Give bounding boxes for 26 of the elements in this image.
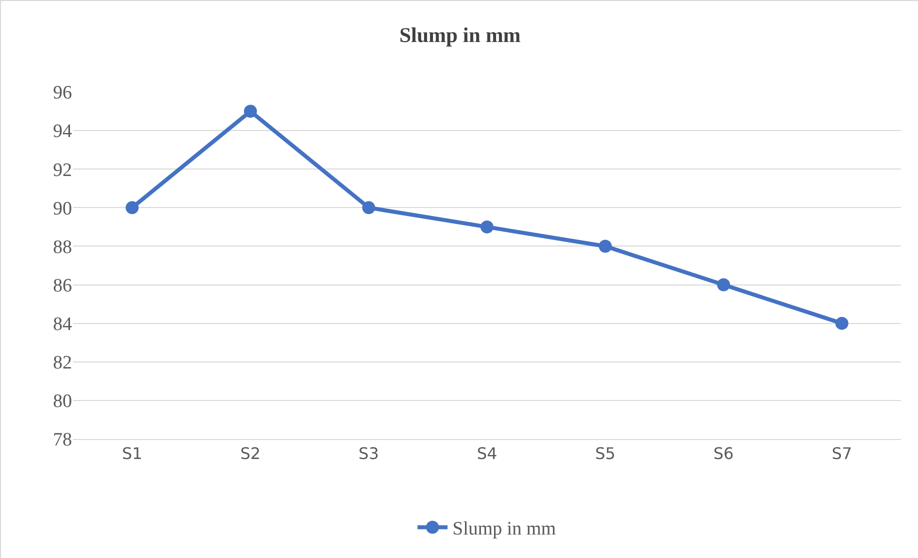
point — [598, 240, 612, 253]
y-tick-label: 94 — [53, 121, 72, 142]
x-tick-label: S2 — [240, 444, 261, 464]
y-tick-label: 84 — [53, 314, 72, 335]
y-tick-label: 96 — [53, 82, 72, 104]
y-tick-label: 90 — [53, 198, 72, 220]
x-tick-label: S7 — [832, 444, 852, 464]
x-tick-label: S5 — [595, 444, 616, 464]
x-tick-label: S4 — [476, 444, 498, 464]
x-tick-label: S1 — [122, 444, 142, 464]
x-tick-label: S6 — [713, 444, 734, 464]
point — [362, 201, 376, 214]
y-tick-label: 92 — [53, 160, 72, 181]
point — [480, 220, 494, 234]
y-tick-label: 80 — [53, 391, 72, 412]
point — [126, 201, 139, 214]
point — [244, 104, 257, 118]
x-tick-label: S3 — [358, 444, 379, 464]
y-tick-label: 78 — [53, 430, 72, 451]
y-tick-label: 88 — [53, 236, 72, 258]
y-tick-label: 86 — [53, 275, 72, 296]
point — [717, 278, 730, 292]
y-tick-label: 82 — [53, 352, 72, 374]
point — [835, 316, 848, 330]
legend-label: Slump in mm — [452, 518, 556, 540]
chart-title: Slump in mm — [399, 22, 522, 47]
